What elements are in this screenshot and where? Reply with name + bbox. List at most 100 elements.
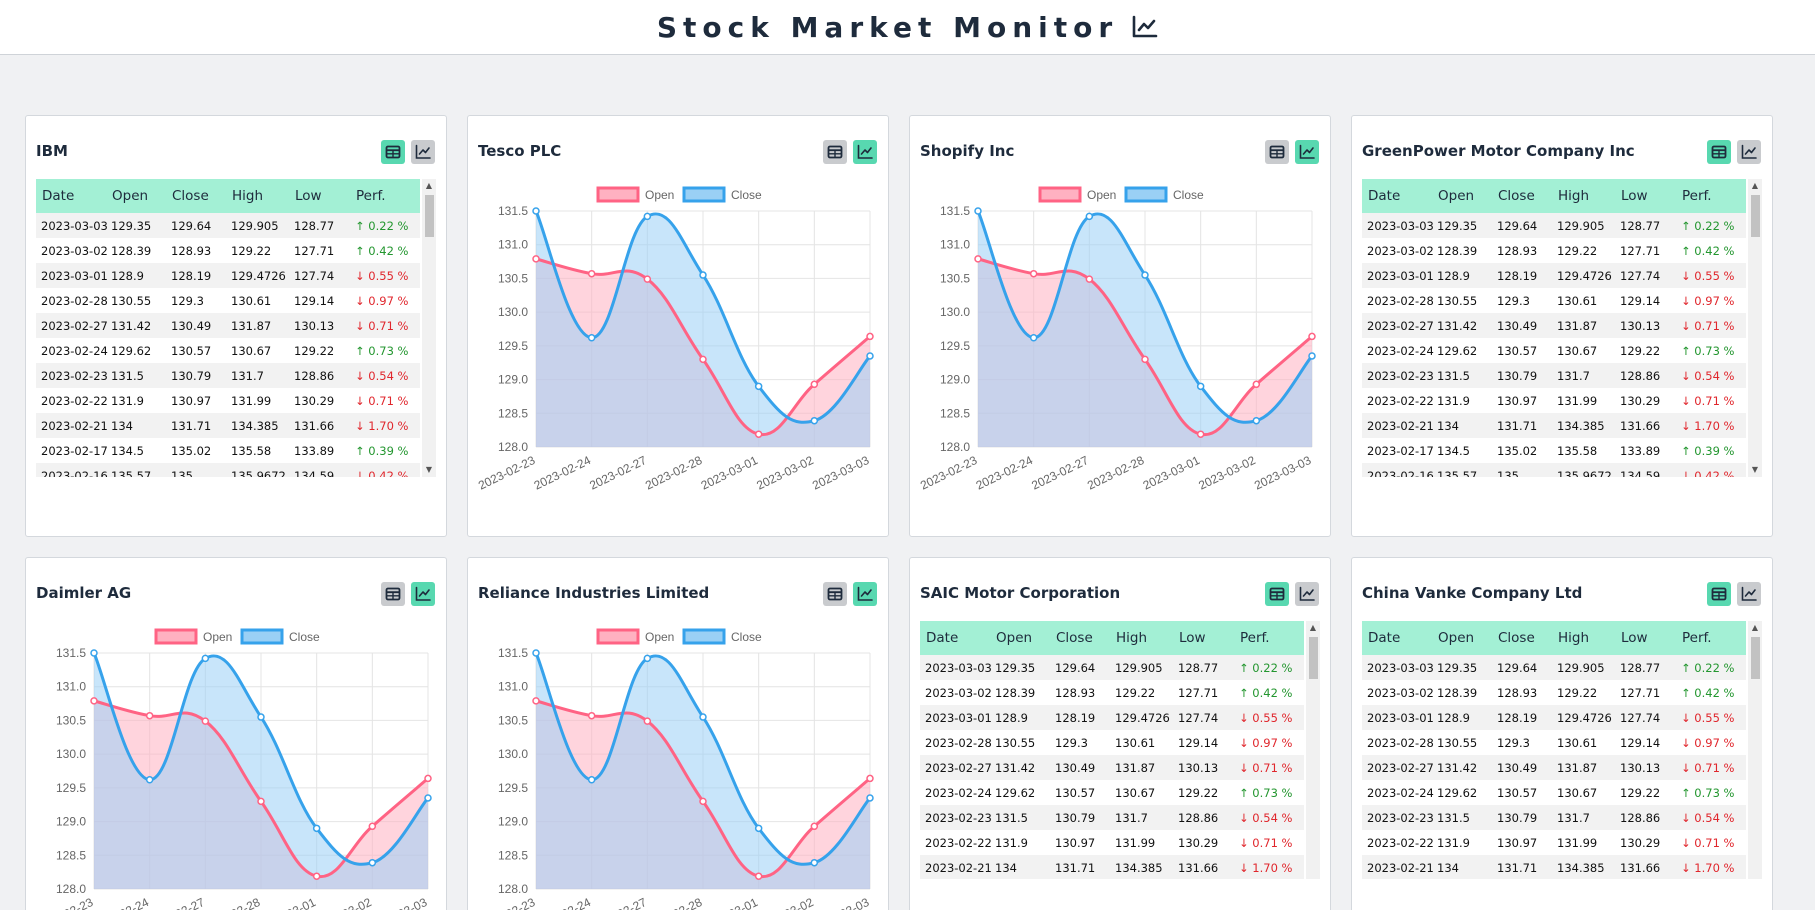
column-header[interactable]: Low <box>1173 621 1234 655</box>
table-view-button[interactable] <box>1707 140 1731 164</box>
data-point-close[interactable] <box>257 713 265 721</box>
data-point-close[interactable] <box>699 271 707 279</box>
table-view-button[interactable] <box>823 582 847 606</box>
column-header[interactable]: Low <box>1615 179 1676 213</box>
scroll-up-arrow-icon[interactable]: ▲ <box>1309 623 1317 632</box>
column-header[interactable]: Open <box>1432 621 1492 655</box>
column-header[interactable]: Low <box>1615 621 1676 655</box>
column-header[interactable]: Close <box>1050 621 1110 655</box>
chart-view-button[interactable] <box>1737 582 1761 606</box>
data-point-open[interactable] <box>810 822 819 831</box>
column-header[interactable]: Close <box>166 179 226 213</box>
chart-view-button[interactable] <box>411 582 435 606</box>
table-view-button[interactable] <box>1707 582 1731 606</box>
data-point-open[interactable] <box>257 797 265 806</box>
column-header[interactable]: Date <box>1362 179 1432 213</box>
table-view-button[interactable] <box>1265 140 1289 164</box>
data-point-close[interactable] <box>368 858 377 867</box>
data-point-close[interactable] <box>587 776 596 784</box>
chart-view-button[interactable] <box>1737 140 1761 164</box>
column-header[interactable]: Perf. <box>1676 179 1746 213</box>
column-header[interactable]: Date <box>920 621 990 655</box>
data-point-close[interactable] <box>810 858 819 867</box>
table-view-button[interactable] <box>381 140 405 164</box>
data-point-close[interactable] <box>587 334 596 342</box>
data-point-close[interactable] <box>145 776 154 784</box>
table-view-button[interactable] <box>823 140 847 164</box>
data-point-open[interactable] <box>1252 380 1261 389</box>
data-point-close[interactable] <box>866 794 874 802</box>
column-header[interactable]: Open <box>1432 179 1492 213</box>
scroll-up-arrow-icon[interactable]: ▲ <box>1751 623 1759 632</box>
scroll-down-arrow-icon[interactable]: ▼ <box>1751 465 1759 474</box>
data-point-open[interactable] <box>1085 275 1094 283</box>
chart-view-button[interactable] <box>853 582 877 606</box>
data-point-open[interactable] <box>754 872 763 880</box>
data-point-close[interactable] <box>312 824 321 833</box>
data-point-close[interactable] <box>1141 271 1149 279</box>
data-point-open[interactable] <box>368 822 377 831</box>
data-point-open[interactable] <box>532 697 540 705</box>
data-point-open[interactable] <box>974 255 982 263</box>
data-point-open[interactable] <box>312 872 321 880</box>
column-header[interactable]: High <box>1552 621 1615 655</box>
column-header[interactable]: Perf. <box>1676 621 1746 655</box>
column-header[interactable]: Date <box>36 179 106 213</box>
data-point-close[interactable] <box>810 416 819 425</box>
data-point-open[interactable] <box>587 269 596 278</box>
data-point-close[interactable] <box>424 794 432 802</box>
table-view-button[interactable] <box>381 582 405 606</box>
column-header[interactable]: Open <box>990 621 1050 655</box>
scroll-thumb[interactable] <box>1309 637 1318 679</box>
data-point-open[interactable] <box>643 275 652 283</box>
data-point-close[interactable] <box>754 382 763 391</box>
chart-view-button[interactable] <box>853 140 877 164</box>
scroll-thumb[interactable] <box>425 195 434 237</box>
data-point-close[interactable] <box>1196 382 1205 391</box>
column-header[interactable]: Close <box>1492 179 1552 213</box>
data-point-open[interactable] <box>643 717 652 725</box>
data-point-close[interactable] <box>974 207 982 215</box>
data-point-close[interactable] <box>90 649 98 657</box>
data-point-close[interactable] <box>866 352 874 360</box>
column-header[interactable]: Close <box>1492 621 1552 655</box>
data-point-close[interactable] <box>1029 334 1038 342</box>
column-header[interactable]: Low <box>289 179 350 213</box>
data-point-close[interactable] <box>643 212 652 221</box>
data-point-close[interactable] <box>754 824 763 833</box>
column-header[interactable]: High <box>1110 621 1173 655</box>
chart-view-button[interactable] <box>1295 140 1319 164</box>
column-header[interactable]: High <box>1552 179 1615 213</box>
data-point-open[interactable] <box>201 717 210 725</box>
data-point-close[interactable] <box>532 207 540 215</box>
scroll-up-arrow-icon[interactable]: ▲ <box>1751 181 1759 190</box>
data-point-close[interactable] <box>201 654 210 663</box>
data-point-close[interactable] <box>643 654 652 663</box>
data-point-close[interactable] <box>699 713 707 721</box>
data-point-open[interactable] <box>424 774 432 783</box>
scroll-up-arrow-icon[interactable]: ▲ <box>425 181 433 190</box>
data-point-open[interactable] <box>1029 269 1038 278</box>
data-point-open[interactable] <box>866 774 874 783</box>
data-point-open[interactable] <box>866 332 874 341</box>
column-header[interactable]: High <box>226 179 289 213</box>
scroll-thumb[interactable] <box>1751 195 1760 237</box>
data-point-open[interactable] <box>699 797 707 806</box>
chart-view-button[interactable] <box>1295 582 1319 606</box>
column-header[interactable]: Date <box>1362 621 1432 655</box>
data-point-open[interactable] <box>810 380 819 389</box>
data-point-open[interactable] <box>1141 355 1149 364</box>
chart-view-button[interactable] <box>411 140 435 164</box>
data-point-close[interactable] <box>1085 212 1094 221</box>
table-view-button[interactable] <box>1265 582 1289 606</box>
data-point-close[interactable] <box>532 649 540 657</box>
data-point-open[interactable] <box>532 255 540 263</box>
data-point-open[interactable] <box>754 430 763 438</box>
data-point-open[interactable] <box>699 355 707 364</box>
data-point-open[interactable] <box>1196 430 1205 438</box>
data-point-open[interactable] <box>145 711 154 720</box>
data-point-open[interactable] <box>1308 332 1316 341</box>
scroll-thumb[interactable] <box>1751 637 1760 679</box>
scroll-down-arrow-icon[interactable]: ▼ <box>425 465 433 474</box>
table-scrollbar[interactable]: ▲ <box>1306 621 1320 879</box>
